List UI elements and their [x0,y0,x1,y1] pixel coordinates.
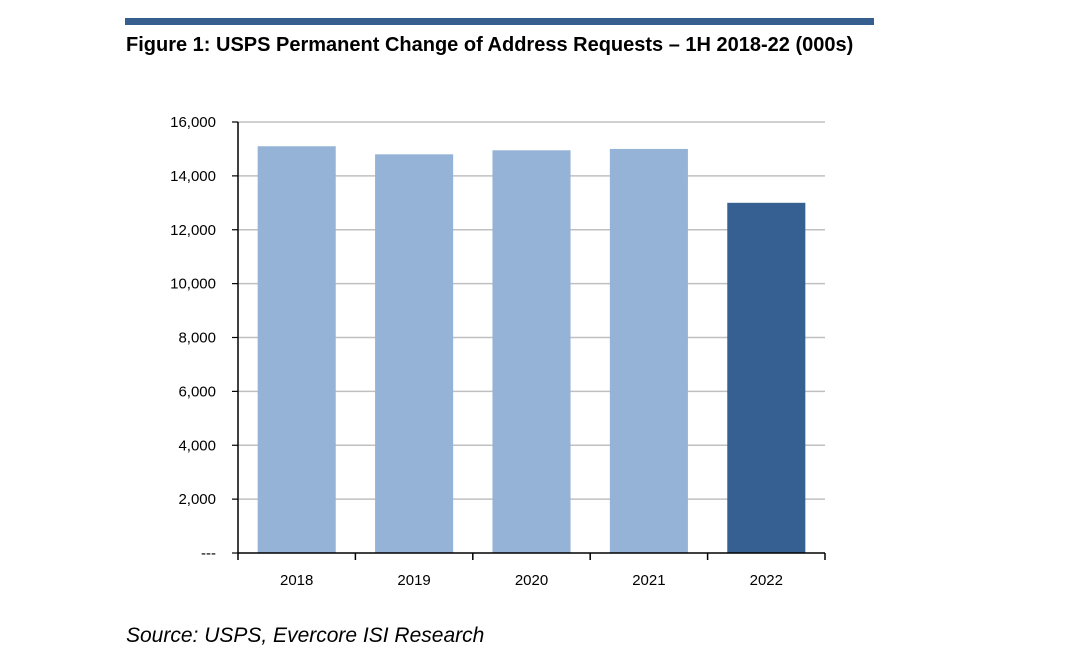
y-tick-label: 14,000 [170,168,216,185]
bar-2019 [375,154,454,553]
x-tick-label: 2019 [397,572,430,589]
y-tick-label: 6,000 [178,383,216,400]
x-tick-label: 2020 [515,572,548,589]
axes [232,121,826,560]
x-tick-label: 2018 [280,572,313,589]
bar-2020 [492,150,571,554]
bars [257,146,806,554]
y-tick-label: 16,000 [170,114,216,131]
x-tick-label: 2021 [632,572,665,589]
tick-labels: --- 2,000 4,000 6,000 8,000 10,000 12,000 14,00… [170,114,783,589]
source-note: Source: USPS, Evercore ISI Research [126,624,485,647]
y-tick-label: 12,000 [170,222,216,239]
title-rule [125,18,874,25]
x-tick-label: 2022 [750,572,783,589]
bar-2018 [257,146,336,553]
y-tick-label: --- [201,545,216,562]
y-tick-label: 4,000 [178,437,216,454]
figure-title: Figure 1: USPS Permanent Change of Addre… [126,34,854,56]
bar-2022 [727,202,806,553]
y-tick-label: 2,000 [178,491,216,508]
y-tick-label: 10,000 [170,276,216,293]
bar-2021 [609,148,688,553]
y-tick-label: 8,000 [178,330,216,347]
